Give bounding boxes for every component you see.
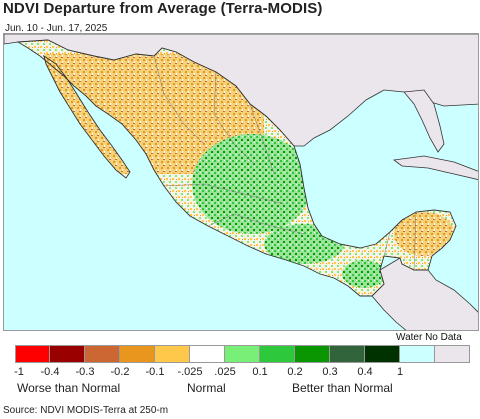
legend-tick: -1 (14, 366, 24, 378)
legend-normal-label: Normal (187, 381, 226, 395)
legend-swatch-neg04 (50, 345, 85, 363)
map-panel (3, 33, 479, 331)
legend-swatch-pos04 (330, 345, 365, 363)
legend-tick: -0.1 (145, 366, 165, 378)
legend-swatch-neg01 (155, 345, 190, 363)
legend-tick: 0.2 (287, 366, 303, 378)
legend-tick: 0.1 (252, 366, 268, 378)
legend-color-bar (15, 345, 470, 363)
legend-tick: -0.2 (110, 366, 130, 378)
legend-tick: -0.4 (40, 366, 60, 378)
legend-swatch-neutral (190, 345, 225, 363)
legend-tick: .025 (214, 366, 236, 378)
legend-worse-label: Worse than Normal (17, 381, 121, 395)
legend-tick: 0.3 (322, 366, 338, 378)
date-range: Jun. 10 - Jun. 17, 2025 (5, 23, 108, 34)
source-note: Source: NDVI MODIS-Terra at 250-m (3, 405, 169, 416)
legend-tick: -.025 (177, 366, 203, 378)
ndvi-map (4, 34, 478, 330)
legend-swatch-neg1 (15, 345, 50, 363)
legend-tick: 1 (396, 366, 404, 378)
legend-tick: 0.4 (357, 366, 373, 378)
cuba-region (392, 155, 478, 180)
legend-swatch-pos02 (260, 345, 295, 363)
florida-region (403, 89, 445, 153)
legend-swatch-water (400, 345, 435, 363)
legend-swatch-pos03 (295, 345, 330, 363)
state-borders (153, 55, 417, 271)
baja-california (43, 54, 131, 179)
legend-swatch-nodata (435, 345, 470, 363)
legend-swatch-neg02 (120, 345, 155, 363)
map-title: NDVI Departure from Average (Terra-MODIS… (3, 0, 323, 17)
water-nodata-label: Water No Data (396, 332, 462, 343)
legend-swatch-neg03 (85, 345, 120, 363)
legend-tick: -0.3 (75, 366, 95, 378)
legend-swatch-pos01 (225, 345, 260, 363)
legend-swatch-pos1 (365, 345, 400, 363)
legend-better-label: Better than Normal (292, 381, 393, 395)
